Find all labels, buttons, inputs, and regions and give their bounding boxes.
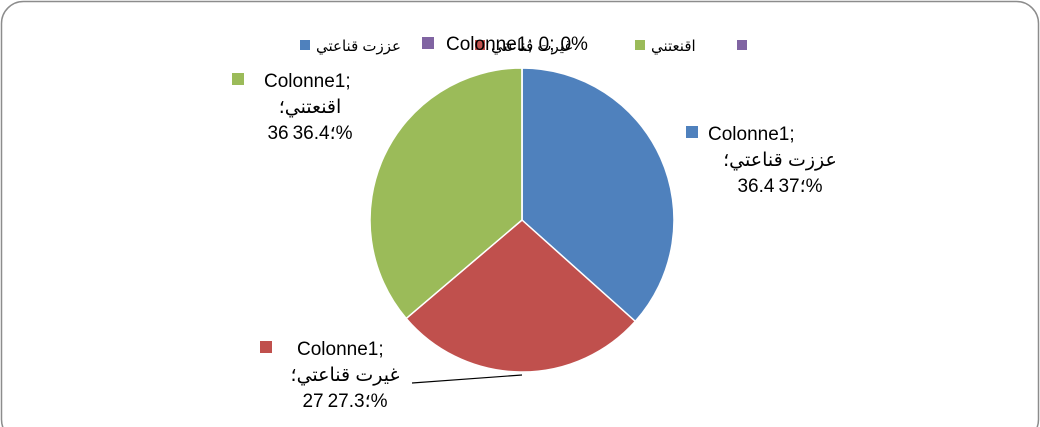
label-swatch <box>232 73 244 85</box>
label-sep: ؛ <box>800 176 806 197</box>
legend-swatch <box>737 40 747 50</box>
data-label: Colonne1; 0; 0% <box>446 34 588 55</box>
label-sep: ; <box>549 34 554 55</box>
legend-swatch <box>635 40 645 50</box>
pie-slice <box>521 67 675 323</box>
label-sep: ؛ <box>723 150 729 171</box>
data-label: 36 ؛36.4% <box>267 123 352 144</box>
label-swatch <box>260 341 272 353</box>
label-swatch <box>686 126 698 138</box>
data-label: غيرت قناعتي؛ <box>291 365 400 386</box>
label-value: 36 <box>267 123 288 144</box>
label-category: عززت قناعتي <box>729 150 837 171</box>
data-label: 36.4 ؛37% <box>737 176 822 197</box>
label-sep: ؛ <box>365 391 371 412</box>
data-label: اقنعتني؛ <box>279 97 342 118</box>
label-series: Colonne1 <box>446 34 527 55</box>
pie-slice <box>369 67 523 320</box>
pie-slice <box>405 219 637 373</box>
label-sep: ; <box>789 124 794 145</box>
label-swatch <box>422 37 434 49</box>
label-sep: ; <box>527 34 532 55</box>
label-value: 27 <box>302 391 323 412</box>
data-label: Colonne1; <box>708 124 795 145</box>
label-percent: 27.3% <box>328 391 388 412</box>
data-label: Colonne1; <box>297 339 384 360</box>
legend-label: اقنعتني <box>651 38 696 56</box>
label-percent: 36.4% <box>293 123 353 144</box>
label-percent: 0% <box>560 34 588 55</box>
label-category: اقنعتني <box>285 97 342 118</box>
label-sep: ; <box>345 71 350 92</box>
label-series: Colonne1 <box>264 71 345 92</box>
leader-line <box>411 374 523 384</box>
label-series: Colonne1 <box>708 124 789 145</box>
label-series: Colonne1 <box>297 339 378 360</box>
label-category: غيرت قناعتي <box>297 365 400 386</box>
data-label: Colonne1; <box>264 71 351 92</box>
label-sep: ؛ <box>330 123 336 144</box>
legend-label: عززت قناعتي <box>316 38 401 56</box>
label-sep: ؛ <box>279 97 285 118</box>
label-sep: ؛ <box>291 365 297 386</box>
legend-swatch <box>475 40 485 50</box>
legend-swatch <box>300 40 310 50</box>
legend-label: غيرت قناعتي <box>491 38 572 56</box>
label-sep: ; <box>378 339 383 360</box>
label-value: 0 <box>539 34 550 55</box>
data-label: عززت قناعتي؛ <box>723 150 837 171</box>
label-value: 36.4 <box>737 176 774 197</box>
data-label: 27 ؛27.3% <box>302 391 387 412</box>
